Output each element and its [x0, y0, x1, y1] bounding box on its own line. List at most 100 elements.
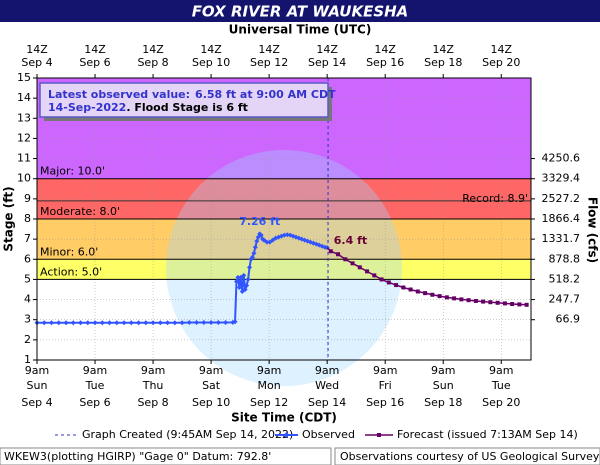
watermark — [166, 150, 402, 386]
forecast-point — [524, 302, 529, 307]
forecast-point — [510, 302, 515, 307]
y-axis-title: Stage (ft) — [2, 186, 16, 251]
legend-label: Forecast (issued 7:13AM Sep 14) — [397, 428, 578, 441]
y2-tick-label: 1866.4 — [542, 212, 581, 225]
forecast-point — [365, 269, 370, 274]
x-tick-date: Sep 10 — [192, 396, 230, 409]
y-tick-label: 9 — [24, 192, 31, 205]
forecast-point — [473, 298, 478, 303]
forecast-point — [372, 273, 377, 278]
top-tick-date: Sep 12 — [250, 56, 288, 69]
y-tick-label: 6 — [24, 252, 31, 265]
x-tick-weekday: Sun — [27, 379, 48, 392]
overlay: Action: 5.0' Minor: 6.0' Moderate: 8.0' Maj… — [34, 77, 532, 361]
x-tick-label: 9am — [257, 364, 281, 377]
y2-tick-label: 3329.4 — [542, 172, 581, 185]
observed-point — [201, 320, 207, 326]
x-tick-date: Sep 18 — [424, 396, 462, 409]
y2-tick-label: 1331.7 — [542, 232, 581, 245]
top-tick-date: Sep 4 — [21, 56, 52, 69]
legend-swatch — [377, 433, 381, 437]
observed-point — [92, 320, 98, 326]
top-tick-date: Sep 18 — [424, 56, 462, 69]
forecast-point — [415, 289, 420, 294]
x-tick-date: Sep 8 — [137, 396, 168, 409]
observed-point — [136, 320, 142, 326]
chart-title: FOX RIVER AT WAUKESHA — [192, 3, 409, 21]
y-tick-label: 15 — [17, 71, 31, 84]
forecast-point — [408, 287, 413, 292]
footer-box — [0, 447, 332, 465]
x-tick-date: Sep 12 — [250, 396, 288, 409]
top-tick-time: 14Z — [490, 43, 512, 56]
x-axis-title: Site Time (CDT) — [231, 411, 337, 425]
observed-point — [99, 320, 105, 326]
forecast-point — [386, 280, 391, 285]
observed-point — [70, 320, 76, 326]
info-text: 14-Sep-2022 — [48, 101, 126, 114]
info-line: Latest observed value: 6.58 ft at 9:00 AM… — [48, 88, 336, 101]
info-text: Latest observed value: — [48, 88, 190, 101]
top-tick-time: 14Z — [26, 43, 48, 56]
y-tick-label: 13 — [17, 111, 31, 124]
x-tick-label: 9am — [141, 364, 165, 377]
observed-point — [179, 320, 185, 326]
info-text: . Flood Stage is 6 ft — [126, 101, 248, 114]
info-line: 14-Sep-2022. Flood Stage is 6 ft — [48, 101, 248, 114]
observed-point — [232, 319, 238, 325]
y-tick-label: 14 — [17, 91, 31, 104]
observed-point — [258, 232, 264, 238]
observed-point — [247, 264, 253, 270]
x-tick-label: 9am — [431, 364, 455, 377]
forecast-point — [502, 301, 507, 306]
observed-point — [121, 320, 127, 326]
observed-point — [78, 320, 84, 326]
observed-point — [215, 320, 221, 326]
forecast-point — [517, 302, 522, 307]
legend-label: Observed — [302, 428, 355, 441]
top-tick-time: 14Z — [200, 43, 222, 56]
observed-point — [49, 320, 55, 326]
top-tick-date: Sep 8 — [137, 56, 168, 69]
observed-point — [128, 320, 134, 326]
legend-label: Graph Created (9:45AM Sep 14, 2022) — [82, 428, 293, 441]
observed-point — [233, 278, 239, 284]
observed-point — [251, 250, 257, 256]
x-tick-label: 9am — [25, 364, 49, 377]
observed-point — [41, 320, 47, 326]
forecast-point — [466, 298, 471, 303]
top-tick-date: Sep 16 — [366, 56, 404, 69]
y2-tick-label: 878.8 — [549, 252, 581, 265]
forecast-point — [459, 297, 464, 302]
info-text: 6.58 ft at 9:00 AM CDT — [195, 88, 336, 101]
y2-tick-label: 518.2 — [549, 272, 581, 285]
forecast-point — [423, 291, 428, 296]
legend-swatch — [283, 432, 290, 438]
forecast-point — [401, 285, 406, 290]
observed-point — [56, 320, 62, 326]
x-tick-weekday: Sat — [202, 379, 221, 392]
forecast-point — [394, 283, 399, 288]
info-box — [39, 82, 329, 118]
observed-point — [114, 320, 120, 326]
y-tick-label: 7 — [24, 232, 31, 245]
forecast-point — [495, 300, 500, 305]
observed-point — [165, 320, 171, 326]
forecast-point — [357, 265, 362, 270]
footer-box — [334, 447, 600, 465]
forecast-point — [343, 257, 348, 262]
forecast-point — [336, 252, 341, 257]
record-label: Record: 8.9' — [462, 192, 528, 205]
top-tick-time: 14Z — [142, 43, 164, 56]
y-tick-label: 11 — [17, 152, 31, 165]
observed-point — [85, 320, 91, 326]
x-tick-date: Sep 20 — [482, 396, 520, 409]
observed-point — [244, 282, 250, 288]
y2-tick-label: 247.7 — [549, 293, 581, 306]
top-axis-title: Universal Time (UTC) — [229, 23, 372, 37]
top-tick-date: Sep 10 — [192, 56, 230, 69]
threshold-label: Major: 10.0' — [40, 165, 105, 178]
x-tick-date: Sep 6 — [79, 396, 110, 409]
x-tick-weekday: Wed — [315, 379, 339, 392]
